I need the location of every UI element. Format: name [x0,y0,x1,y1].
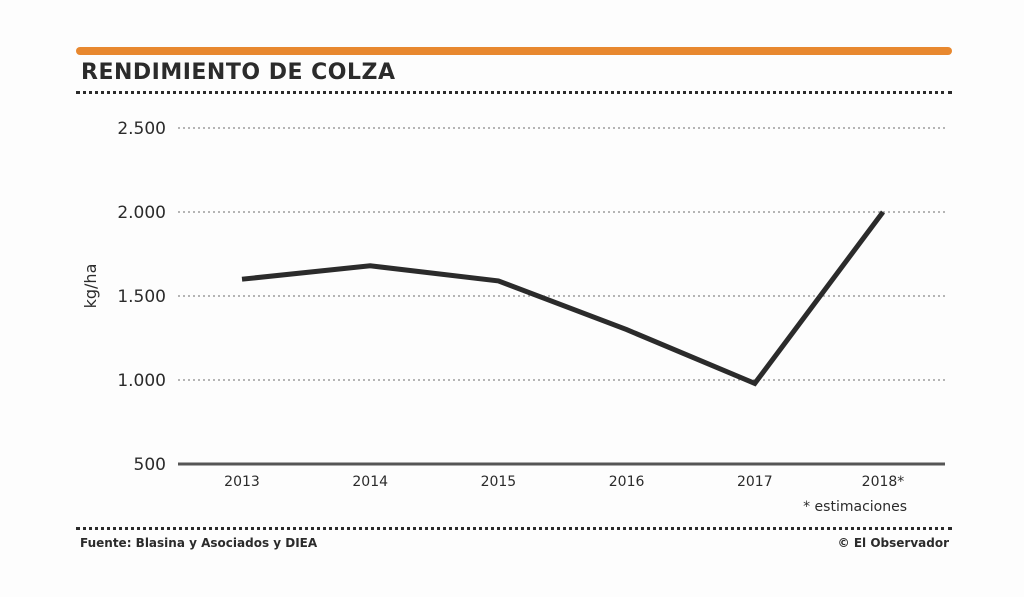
y-axis-label: kg/ha [81,264,100,309]
y-tick-label: 2.500 [117,119,166,139]
x-tick-label: 2014 [352,474,388,490]
footer-divider [76,527,952,530]
y-tick-label: 1.500 [117,287,166,307]
x-tick-label: 2015 [481,474,517,490]
series-line [241,210,886,387]
grid-layer [178,127,945,381]
y-tick-label: 1.000 [117,371,166,391]
y-tick-label: 500 [134,455,166,475]
title-divider [76,91,952,94]
x-tick-label: 2013 [224,474,260,490]
x-tick-label: 2016 [609,474,645,490]
source-text: Fuente: Blasina y Asociados y DIEA [80,536,318,550]
x-tick-label: 2017 [737,474,773,490]
x-tick-label: 2018* [862,474,905,490]
credit-text: © El Observador [837,536,949,550]
series-layer [241,210,886,387]
estimate-note: * estimaciones [803,499,907,515]
label-layer: 500 1.000 1.500 2.000 2.500 2013 2014 2015 2016 2… [81,119,904,490]
accent-bar [76,47,952,55]
chart-title: RENDIMIENTO DE COLZA [81,60,396,85]
y-tick-label: 2.000 [117,203,166,223]
